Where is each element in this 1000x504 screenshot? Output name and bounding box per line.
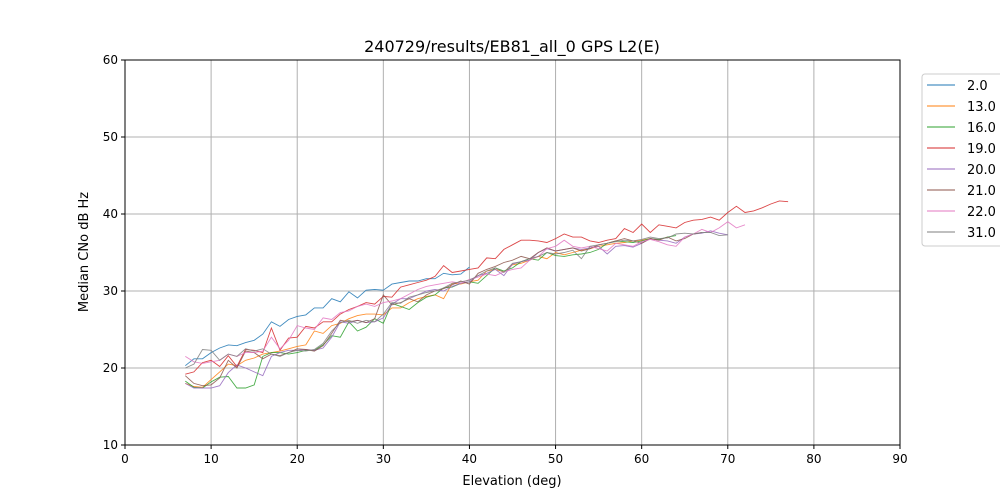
- y-tick-label: 60: [103, 53, 118, 67]
- legend-label: 20.0: [967, 163, 996, 178]
- legend-label: 22.0: [967, 205, 996, 220]
- axes-frame: [124, 59, 901, 446]
- y-tick-label: 40: [103, 207, 118, 221]
- y-tick-label: 10: [103, 438, 118, 452]
- x-tick-label: 90: [892, 452, 907, 466]
- y-tick-label: 30: [103, 284, 118, 298]
- x-tick-label: 50: [548, 452, 563, 466]
- legend-label: 13.0: [967, 100, 996, 115]
- series-lines: [184, 200, 789, 389]
- legend-label: 2.0: [967, 79, 988, 94]
- x-tick-label: 10: [203, 452, 218, 466]
- x-tick-label: 0: [121, 452, 129, 466]
- x-tick-label: 40: [462, 452, 477, 466]
- y-tick-label: 50: [103, 130, 118, 144]
- legend-label: 16.0: [967, 121, 996, 136]
- legend-box: [921, 73, 1000, 247]
- series-line-19.0: [185, 200, 789, 375]
- legend: 2.0 13.0 16.0 19.0 20.0 21.0 22.0 31.0: [921, 73, 1000, 247]
- chart-title: 240729/results/EB81_all_0 GPS L2(E): [364, 37, 660, 57]
- legend-label: 31.0: [967, 226, 996, 241]
- y-axis-label: Median CNo dB Hz: [77, 192, 92, 312]
- x-tick-label: 20: [290, 452, 305, 466]
- series-line-31.0: [185, 232, 728, 369]
- legend-label: 21.0: [967, 184, 996, 199]
- y-tick-label: 20: [103, 361, 118, 375]
- legend-label: 19.0: [967, 142, 996, 157]
- series-line-16.0: [185, 235, 677, 389]
- x-tick-label: 70: [720, 452, 735, 466]
- x-tick-label: 30: [376, 452, 391, 466]
- series-line-2.0: [185, 266, 470, 367]
- x-axis-label: Elevation (deg): [462, 474, 561, 489]
- x-tick-label: 80: [806, 452, 821, 466]
- x-tick-label: 60: [634, 452, 649, 466]
